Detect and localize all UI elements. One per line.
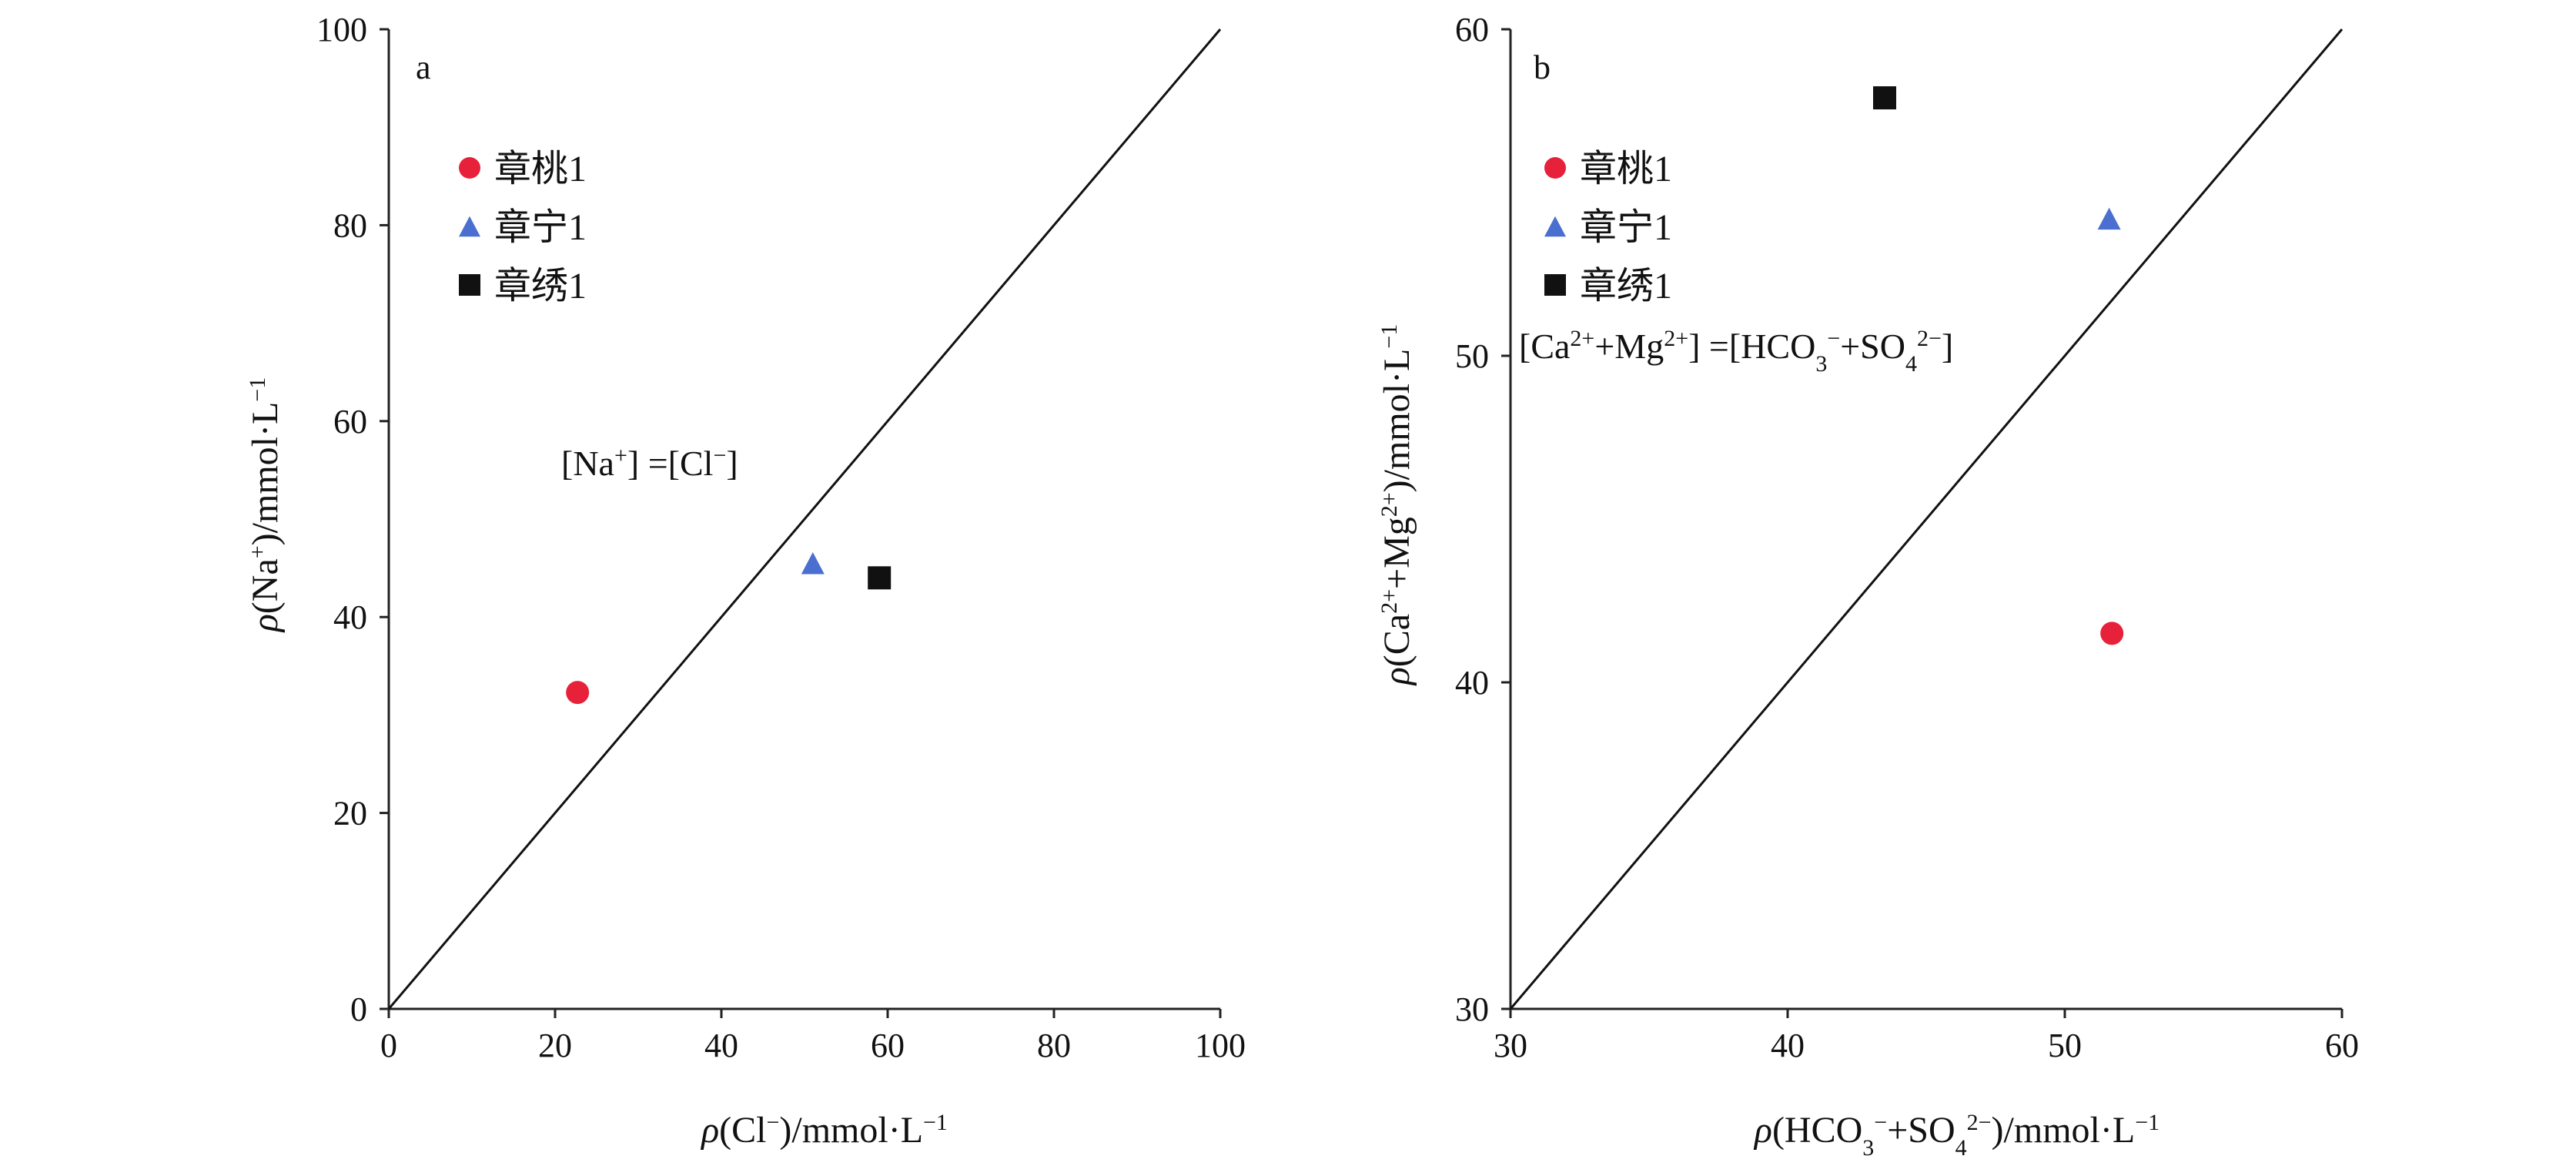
legend-label-b: 章绣1 bbox=[1580, 266, 1672, 307]
reference-line-label-a: [Na+] =[Cl−] bbox=[561, 443, 738, 484]
x-tick-label-a: 80 bbox=[1037, 1027, 1071, 1064]
y-axis-title-b: ρ(Ca2++Mg2+)/mmol·L−1 bbox=[1377, 324, 1418, 687]
x-tick-label-b: 60 bbox=[2325, 1027, 2359, 1064]
x-tick-label-a: 0 bbox=[380, 1027, 397, 1064]
legend-label-a: 章桃1 bbox=[494, 149, 587, 189]
y-tick-label-a: 80 bbox=[333, 206, 367, 244]
x-tick-label-b: 30 bbox=[1494, 1027, 1527, 1064]
x-tick-label-a: 60 bbox=[871, 1027, 905, 1064]
y-tick-label-b: 50 bbox=[1455, 337, 1489, 375]
legend-label-b: 章宁1 bbox=[1580, 207, 1672, 248]
y-tick-label-a: 60 bbox=[333, 403, 367, 441]
x-tick-label-a: 20 bbox=[538, 1027, 572, 1064]
y-tick-label-a: 40 bbox=[333, 598, 367, 636]
panel-label-b: b bbox=[1534, 49, 1551, 86]
x-tick-label-a: 40 bbox=[704, 1027, 738, 1064]
data-point-circle-a bbox=[566, 681, 590, 705]
x-axis-title-a: ρ(Cl−)/mmol·L−1 bbox=[700, 1110, 948, 1151]
legend-marker-circle-a bbox=[459, 157, 480, 179]
legend-marker-triangle-b bbox=[1544, 216, 1566, 237]
legend-marker-square-b bbox=[1544, 274, 1566, 296]
y-tick-label-a: 20 bbox=[333, 795, 367, 833]
data-point-triangle-a bbox=[801, 551, 825, 575]
y-tick-label-a: 0 bbox=[350, 990, 367, 1028]
reference-line-b bbox=[1509, 28, 2343, 1010]
y-tick-label-b: 40 bbox=[1455, 664, 1489, 702]
y-tick-label-b: 30 bbox=[1455, 990, 1489, 1028]
reference-line-a bbox=[387, 28, 1222, 1010]
panel-label-a: a bbox=[416, 49, 431, 86]
legend-label-b: 章桃1 bbox=[1580, 149, 1672, 189]
legend-label-a: 章宁1 bbox=[494, 207, 587, 248]
x-tick-label-b: 50 bbox=[2048, 1027, 2082, 1064]
legend-marker-circle-b bbox=[1544, 157, 1566, 179]
y-axis-title-a: ρ(Na+)/mmol·L−1 bbox=[245, 377, 286, 633]
legend-marker-triangle-a bbox=[459, 216, 480, 237]
y-tick-label-b: 60 bbox=[1455, 11, 1489, 49]
legend-label-a: 章绣1 bbox=[494, 266, 587, 307]
x-tick-label-b: 40 bbox=[1771, 1027, 1805, 1064]
x-tick-label-a: 100 bbox=[1195, 1027, 1246, 1064]
data-point-square-a bbox=[868, 566, 892, 590]
data-point-circle-b bbox=[2100, 622, 2124, 645]
chart-panel-a: a [Na+] =[Cl−] ρ(Cl−)/mmol·L−1 ρ(Na+)/mm… bbox=[245, 11, 1246, 1151]
legend-marker-square-a bbox=[459, 274, 480, 296]
y-tick-label-a: 100 bbox=[316, 11, 367, 49]
data-point-square-b bbox=[1873, 86, 1896, 110]
data-point-triangle-b bbox=[2097, 207, 2121, 230]
